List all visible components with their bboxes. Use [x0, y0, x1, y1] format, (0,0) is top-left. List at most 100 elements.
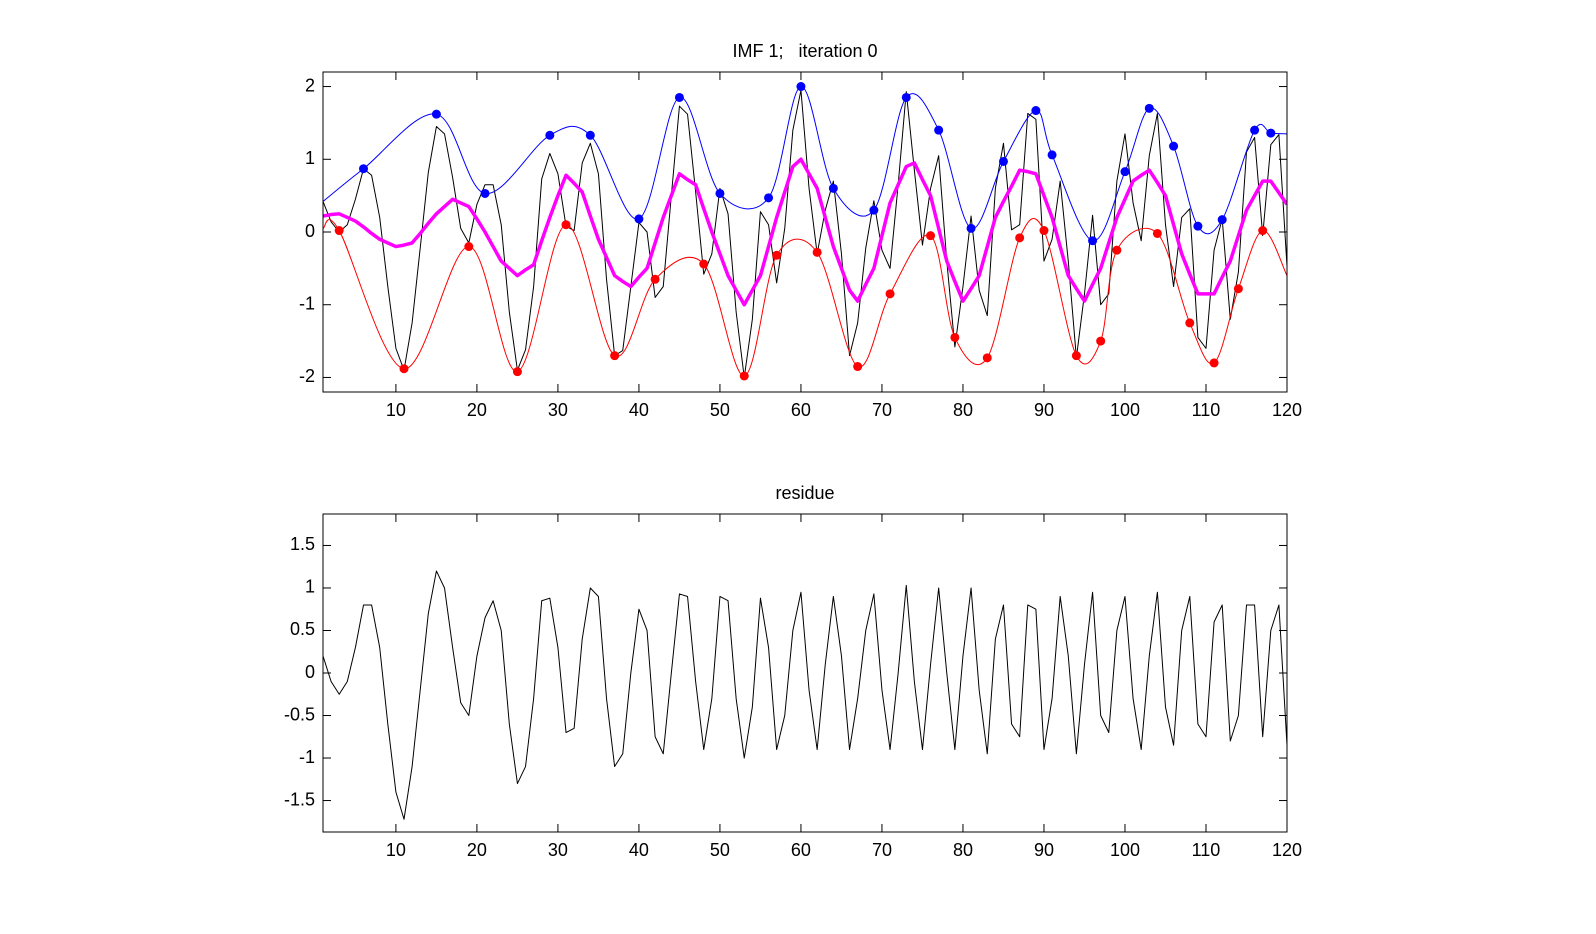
x-tick-label: 40	[629, 400, 649, 420]
x-tick-label: 60	[791, 840, 811, 860]
extremum-marker	[1217, 215, 1227, 225]
extremum-marker	[869, 205, 879, 215]
x-tick-label: 70	[872, 840, 892, 860]
x-tick-label: 90	[1034, 400, 1054, 420]
plot-area	[323, 570, 1287, 820]
extremum-marker	[431, 109, 441, 119]
x-tick-label: 120	[1272, 840, 1302, 860]
extremum-marker	[950, 332, 960, 342]
extremum-marker	[739, 371, 749, 381]
x-tick-label: 50	[710, 400, 730, 420]
line-series	[323, 218, 1287, 377]
line-series	[323, 157, 1287, 307]
line-series	[323, 89, 1287, 378]
extremum-marker	[674, 92, 684, 102]
extremum-marker	[998, 156, 1008, 166]
extremum-marker	[764, 193, 774, 203]
extremum-marker	[1088, 236, 1098, 246]
extremum-marker	[561, 220, 571, 230]
x-tick-label: 20	[467, 840, 487, 860]
extremum-marker	[585, 130, 595, 140]
extremum-marker	[1250, 125, 1260, 135]
axes: IMF 1; iteration 010 20 30 40 50 60 70 80 90 100 1…	[299, 41, 1302, 420]
extremum-marker	[1031, 106, 1041, 116]
y-tick-label: 0	[305, 662, 315, 682]
x-tick-label: 30	[548, 840, 568, 860]
extremum-marker	[812, 247, 822, 257]
y-tick-label: 1.5	[290, 534, 315, 554]
y-tick-label: -0.5	[284, 704, 315, 724]
extremum-marker	[966, 223, 976, 233]
extremum-marker	[772, 250, 782, 260]
extremum-marker	[399, 364, 409, 374]
y-tick-label: -1.5	[284, 789, 315, 809]
x-tick-label: 30	[548, 400, 568, 420]
extremum-marker	[1096, 336, 1106, 346]
extremum-marker	[796, 82, 806, 92]
extremum-marker	[1258, 226, 1268, 236]
line-series	[323, 570, 1287, 820]
x-tick-label: 80	[953, 840, 973, 860]
extremum-marker	[359, 164, 369, 174]
extremum-marker	[480, 188, 490, 198]
extremum-marker	[982, 353, 992, 363]
x-tick-label: 110	[1192, 400, 1221, 420]
y-tick-label: -1	[299, 293, 315, 313]
extremum-marker	[1112, 245, 1122, 255]
extremum-marker	[1209, 358, 1219, 368]
extremum-marker	[634, 214, 644, 224]
plot-area	[323, 82, 1287, 381]
chart-title: IMF 1; iteration 0	[732, 41, 877, 61]
x-tick-label: 20	[467, 400, 487, 420]
chart-title: residue	[775, 483, 834, 503]
x-tick-label: 100	[1110, 400, 1140, 420]
y-tick-label: 0	[305, 221, 315, 241]
extremum-marker	[334, 226, 344, 236]
extremum-marker	[1266, 128, 1276, 138]
extremum-marker	[650, 274, 660, 284]
extremum-marker	[1144, 103, 1154, 113]
extremum-marker	[1120, 167, 1130, 177]
extremum-marker	[828, 183, 838, 193]
y-tick-label: 1	[305, 148, 315, 168]
x-tick-label: 100	[1110, 840, 1140, 860]
extremum-marker	[1015, 233, 1025, 243]
x-tick-label: 90	[1034, 840, 1054, 860]
extremum-marker	[1071, 351, 1081, 361]
extremum-marker	[1233, 284, 1243, 294]
extremum-marker	[610, 351, 620, 361]
x-tick-label: 80	[953, 400, 973, 420]
extremum-marker	[1185, 318, 1195, 328]
extremum-marker	[545, 130, 555, 140]
extremum-marker	[1193, 221, 1203, 231]
extremum-marker	[715, 188, 725, 198]
x-tick-label: 60	[791, 400, 811, 420]
x-tick-label: 10	[386, 840, 406, 860]
extremum-marker	[1169, 141, 1179, 151]
y-tick-label: -2	[299, 366, 315, 386]
extremum-marker	[699, 259, 709, 269]
y-tick-label: 1	[305, 577, 315, 597]
axes-box	[322, 513, 1288, 833]
x-tick-label: 40	[629, 840, 649, 860]
y-tick-label: -1	[299, 747, 315, 767]
extremum-marker	[1039, 226, 1049, 236]
y-tick-label: 0.5	[290, 619, 315, 639]
x-tick-label: 50	[710, 840, 730, 860]
extremum-marker	[885, 289, 895, 299]
x-tick-label: 10	[386, 400, 406, 420]
extremum-marker	[1047, 150, 1057, 160]
extremum-marker	[512, 367, 522, 377]
extremum-marker	[464, 242, 474, 252]
extremum-marker	[901, 92, 911, 102]
extremum-marker	[926, 231, 936, 241]
extremum-marker	[934, 125, 944, 135]
extremum-marker	[1152, 228, 1162, 238]
x-tick-label: 70	[872, 400, 892, 420]
x-tick-label: 110	[1192, 840, 1221, 860]
x-tick-label: 120	[1272, 400, 1302, 420]
extremum-marker	[853, 362, 863, 372]
y-tick-label: 2	[305, 75, 315, 95]
